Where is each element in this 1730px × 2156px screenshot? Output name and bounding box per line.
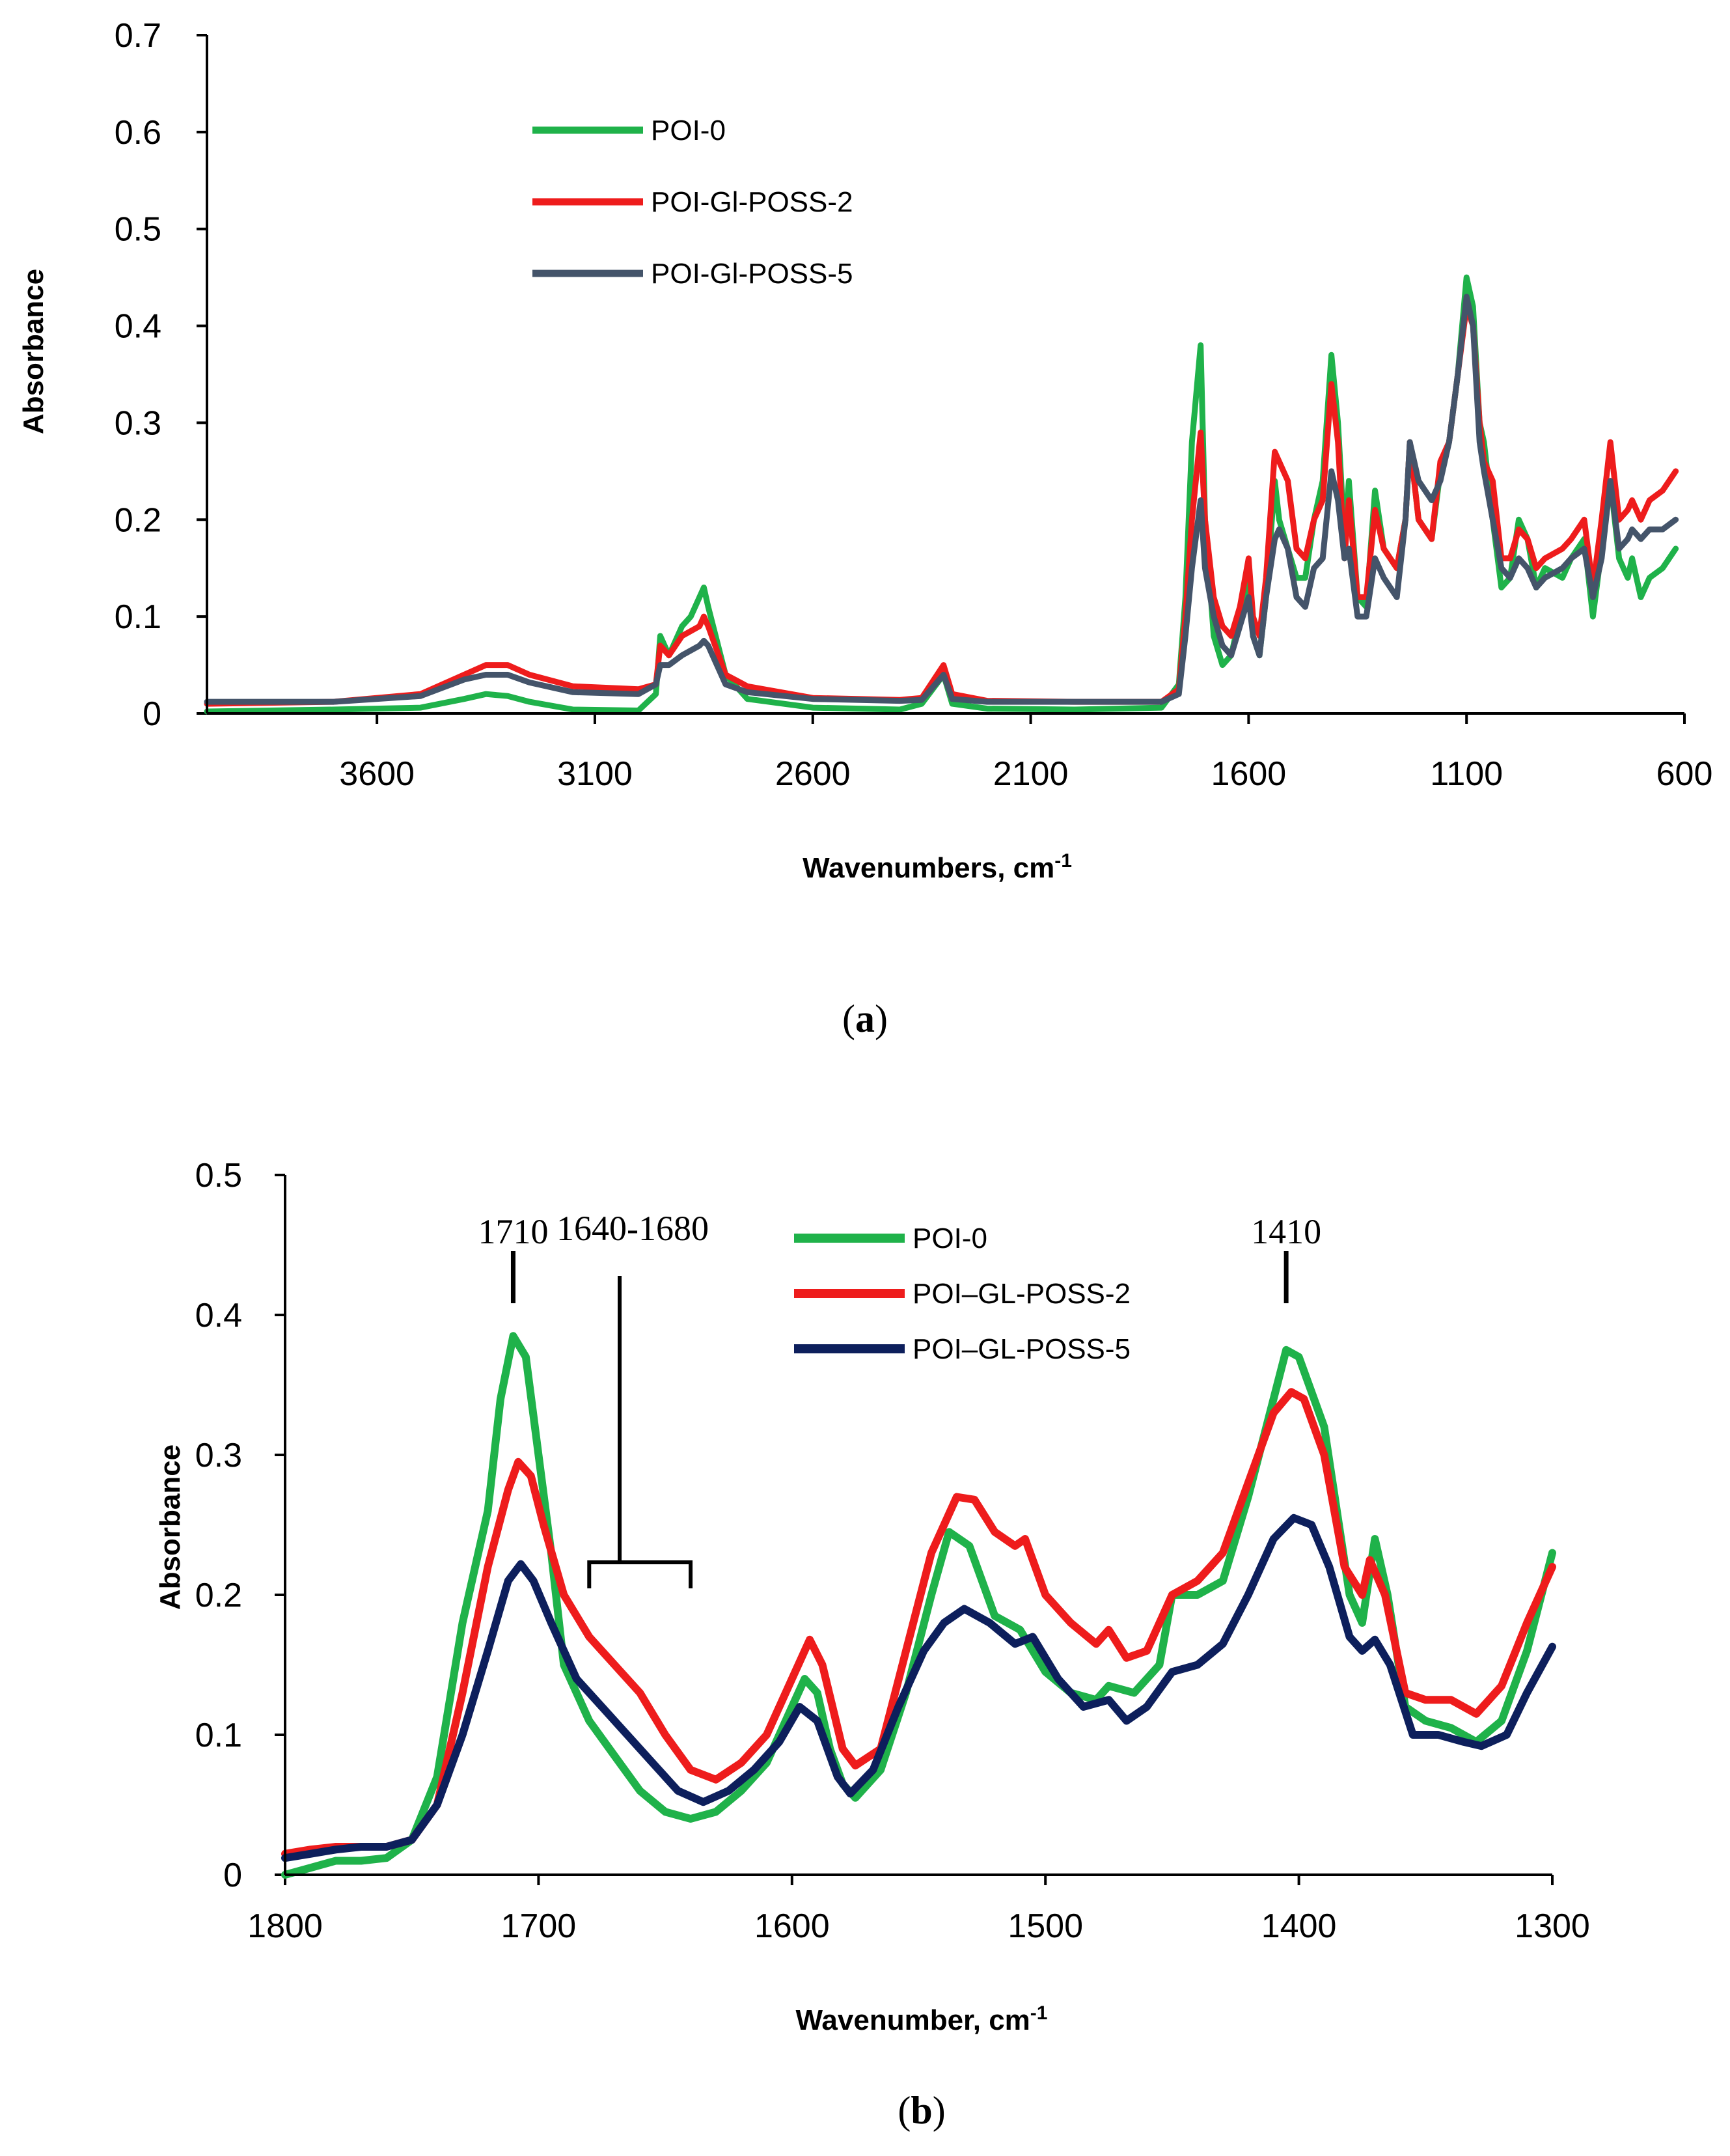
panel-a-series-line-3 (204, 294, 1679, 705)
panel-a-y-tick-label: 0.7 (115, 17, 161, 55)
panel-a-x-tick-label: 3100 (557, 755, 633, 793)
annotation-label: 1410 (1251, 1212, 1321, 1251)
panel-b-series-line-3 (281, 1513, 1556, 1862)
panel-a-series-line-1 (204, 274, 1679, 715)
annotation-label: 1640-1680 (556, 1209, 709, 1248)
panel-a-y-axis-label: Absorbance (18, 269, 49, 434)
panel-b-legend-label: POI–GL-POSS-2 (913, 1278, 1131, 1310)
panel-a-legend: POI-0 POI-Gl-POSS-2 POI-Gl-POSS-5 (532, 115, 853, 290)
panel-b-x-tick-label: 1600 (754, 1907, 830, 1945)
panel-b-y-tick-label: 0.2 (195, 1577, 242, 1614)
panel-a-y-ticks: 0 0.1 0.2 0.3 0.4 0.5 0.6 0.7 (115, 17, 207, 733)
panel-b-y-tick-label: 0 (223, 1857, 242, 1894)
panel-b-y-tick-label: 0.4 (195, 1297, 242, 1334)
panel-b-caption: (b) (898, 2089, 945, 2132)
panel-b-x-tick-label: 1500 (1008, 1907, 1083, 1945)
panel-a-y-tick-label: 0 (143, 695, 161, 733)
panel-a-y-tick-label: 0.3 (115, 404, 161, 442)
panel-a-x-tick-label: 1100 (1430, 755, 1503, 793)
panel-b-x-tick-label: 1400 (1261, 1907, 1337, 1945)
panel-a-x-tick-label: 600 (1656, 755, 1713, 793)
panel-a-y-tick-label: 0.4 (115, 308, 161, 346)
panel-a-caption: (a) (842, 997, 888, 1040)
panel-b-x-tick-label: 1700 (501, 1907, 577, 1945)
panel-b-x-ticks: 1800 1700 1600 1500 1400 1300 (247, 1875, 1590, 1945)
panel-b-x-tick-label: 1800 (247, 1907, 323, 1945)
panel-b-legend: POI-0 POI–GL-POSS-2 POI–GL-POSS-5 (794, 1223, 1131, 1365)
panel-a-y-tick-label: 0.1 (115, 598, 161, 636)
panel-a-y-tick-label: 0.6 (115, 114, 161, 152)
panel-b-legend-label: POI–GL-POSS-5 (913, 1333, 1131, 1365)
annotation-label: 1710 (478, 1212, 548, 1251)
panel-b-y-tick-label: 0.1 (195, 1717, 242, 1754)
panel-b-series (281, 1332, 1556, 1879)
panel-b-x-axis-label: Wavenumber, cm-1 (796, 2002, 1048, 2036)
panel-a-y-tick-label: 0.2 (115, 501, 161, 539)
panel-b-y-tick-label: 0.5 (195, 1157, 242, 1195)
panel-a-x-tick-label: 3600 (339, 755, 415, 793)
panel-b-y-ticks: 0 0.1 0.2 0.3 0.4 0.5 (195, 1157, 285, 1894)
panel-a-legend-label: POI-Gl-POSS-5 (651, 258, 853, 290)
panel-b-annotations: 1710 1640-1680 1410 (478, 1209, 1321, 1588)
panel-a-series (204, 274, 1679, 715)
panel-b-y-tick-label: 0.3 (195, 1437, 242, 1474)
panel-a-legend-label: POI-0 (651, 115, 726, 146)
panel-b-series-line-2 (281, 1388, 1556, 1858)
panel-a-series-line-2 (204, 303, 1679, 707)
panel-b-x-tick-label: 1300 (1515, 1907, 1590, 1945)
panel-a-x-axis-label: Wavenumbers, cm-1 (803, 850, 1072, 884)
panel-b-y-axis-label: Absorbance (154, 1444, 186, 1610)
annotation-bracket (587, 1276, 693, 1588)
panel-a-legend-label: POI-Gl-POSS-2 (651, 186, 853, 218)
panel-b-legend-label: POI-0 (913, 1223, 987, 1254)
panel-a-x-tick-label: 2100 (993, 755, 1069, 793)
panel-a-x-tick-label: 1600 (1211, 755, 1287, 793)
panel-a-chart: Absorbance 0 0.1 0.2 0.3 0.4 0.5 0.6 0.7 3600 31… (18, 17, 1712, 1040)
panel-a-y-tick-label: 0.5 (115, 211, 161, 249)
panel-a-x-ticks: 3600 3100 2600 2100 1600 1100 600 (339, 713, 1712, 793)
panel-b-chart: Absorbance 0 0.1 0.2 0.3 0.4 0.5 1800 1700 1600… (154, 1157, 1590, 2132)
panel-a-x-tick-label: 2600 (775, 755, 851, 793)
